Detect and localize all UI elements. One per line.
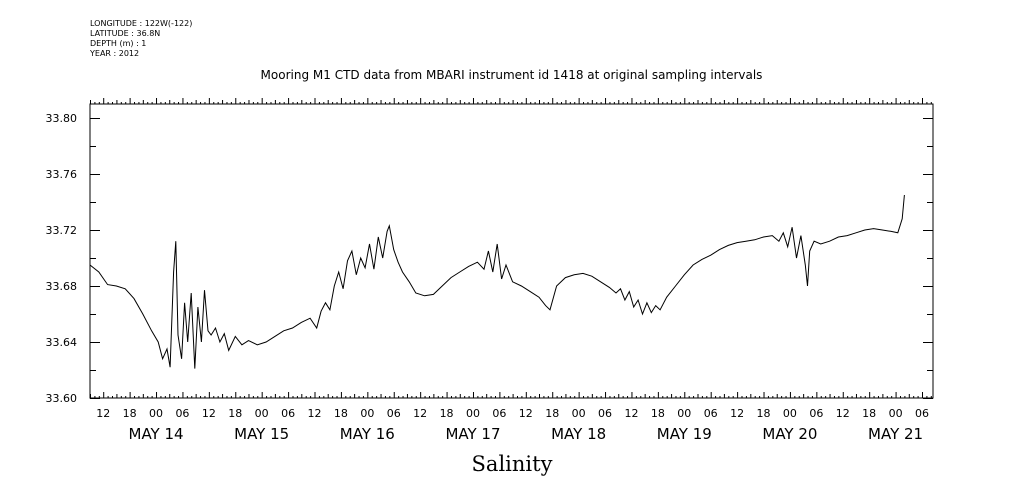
x-hour-tick-label: 06 — [915, 407, 929, 420]
x-hour-tick-label: 18 — [334, 407, 348, 420]
x-day-label: MAY 20 — [762, 425, 817, 443]
plot-frame — [89, 103, 934, 399]
x-hour-tick-label: 00 — [466, 407, 480, 420]
x-hour-tick-label: 00 — [677, 407, 691, 420]
x-hour-tick-label: 06 — [387, 407, 401, 420]
x-hour-tick-label: 12 — [836, 407, 850, 420]
x-day-label: MAY 18 — [551, 425, 606, 443]
x-hour-tick-label: 00 — [889, 407, 903, 420]
x-hour-tick-label: 18 — [440, 407, 454, 420]
salinity-line — [89, 194, 905, 369]
x-hour-tick-label: 12 — [308, 407, 322, 420]
x-hour-tick-label: 18 — [757, 407, 771, 420]
x-hour-tick-label: 00 — [572, 407, 586, 420]
y-tick-label: 33.60 — [46, 392, 78, 405]
x-hour-tick-label: 18 — [862, 407, 876, 420]
x-hour-tick-label: 00 — [783, 407, 797, 420]
x-hour-tick-label: 00 — [255, 407, 269, 420]
x-hour-tick-label: 18 — [545, 407, 559, 420]
y-tick-label: 33.68 — [46, 280, 78, 293]
x-hour-tick-label: 06 — [281, 407, 295, 420]
x-hour-tick-label: 18 — [228, 407, 242, 420]
chart-title: Mooring M1 CTD data from MBARI instrumen… — [260, 68, 763, 82]
year-label: YEAR : 2012 — [90, 49, 140, 58]
x-day-label: MAY 14 — [129, 425, 184, 443]
x-hour-tick-label: 12 — [413, 407, 427, 420]
x-hour-tick-label: 06 — [704, 407, 718, 420]
y-tick-label: 33.72 — [46, 224, 78, 237]
x-hour-tick-label: 00 — [149, 407, 163, 420]
y-axis-title: Salinity — [471, 452, 553, 476]
x-day-label: MAY 16 — [340, 425, 395, 443]
x-hour-tick-label: 06 — [598, 407, 612, 420]
x-hour-tick-label: 06 — [492, 407, 506, 420]
x-hour-tick-label: 12 — [202, 407, 216, 420]
x-day-label: MAY 15 — [234, 425, 289, 443]
x-hour-tick-label: 06 — [809, 407, 823, 420]
x-hour-tick-label: 12 — [624, 407, 638, 420]
x-hour-tick-label: 18 — [123, 407, 137, 420]
x-hour-tick-label: 12 — [519, 407, 533, 420]
x-day-label: MAY 21 — [868, 425, 923, 443]
metadata-block: LONGITUDE : 122W(-122) LATITUDE : 36.8N … — [90, 19, 192, 59]
x-hour-tick-label: 00 — [360, 407, 374, 420]
x-day-label: MAY 19 — [657, 425, 712, 443]
latitude-label: LATITUDE : 36.8N — [90, 29, 161, 38]
x-hour-tick-label: 12 — [730, 407, 744, 420]
y-tick-label: 33.80 — [46, 112, 78, 125]
y-tick-label: 33.64 — [46, 336, 78, 349]
y-tick-label: 33.76 — [46, 168, 78, 181]
depth-label: DEPTH (m) : 1 — [90, 39, 147, 48]
x-day-label: MAY 17 — [445, 425, 500, 443]
longitude-label: LONGITUDE : 122W(-122) — [90, 19, 193, 28]
x-hour-tick-label: 18 — [651, 407, 665, 420]
x-hour-tick-label: 12 — [96, 407, 110, 420]
x-hour-tick-label: 06 — [175, 407, 189, 420]
